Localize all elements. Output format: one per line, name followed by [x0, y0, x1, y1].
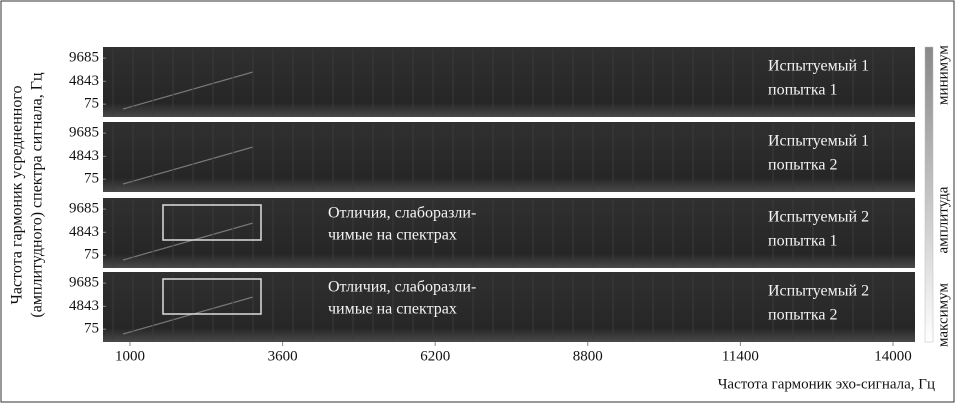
panel-label: попытка 2	[768, 157, 838, 174]
y-axis-label: Частота гармоник усредненного	[9, 86, 26, 305]
x-tick-label: 11400	[722, 348, 759, 364]
chart: 75 4843 9685 Испытуемый 1 попытка 1 75 4843 968…	[0, 0, 955, 403]
x-tick-label: 1000	[115, 348, 145, 364]
x-axis-label: Частота гармоник эхо-сигнала, Гц	[718, 376, 935, 392]
y-axis-label: (амплитудного) спектра сигнала, Гц	[29, 72, 46, 318]
colorbar-label: максимум	[935, 283, 951, 347]
panel-label: Испытуемый 1	[768, 133, 869, 150]
colorbar	[925, 47, 933, 342]
y-tick-label: 9685	[69, 125, 99, 141]
annotation: Отличия, слаборазли-	[328, 205, 476, 222]
x-tick-label: 14000	[874, 348, 912, 364]
x-tick-label: 6200	[420, 348, 450, 364]
panel-label: попытка 1	[768, 82, 838, 99]
colorbar-label: минимум	[935, 45, 951, 105]
y-tick-label: 4843	[69, 298, 99, 314]
y-tick-label: 4843	[69, 224, 99, 240]
y-tick-label: 75	[84, 171, 99, 187]
y-tick-label: 9685	[69, 50, 99, 66]
panel-label: попытка 2	[768, 307, 838, 324]
panel-label: Испытуемый 1	[768, 58, 869, 75]
y-tick-label: 9685	[69, 201, 99, 217]
annotation: чимые на спектрах	[328, 301, 457, 318]
panel-label: Испытуемый 2	[768, 209, 869, 226]
colorbar-label: амплитуда	[935, 186, 951, 253]
page: 75 4843 9685 Испытуемый 1 попытка 1 75 4843 968…	[0, 0, 955, 403]
y-tick-label: 4843	[69, 148, 99, 164]
y-tick-label: 75	[84, 96, 99, 112]
panel-label: попытка 1	[768, 233, 838, 250]
annotation: Отличия, слаборазли-	[328, 279, 476, 296]
x-tick-label: 8800	[573, 348, 603, 364]
y-tick-label: 75	[84, 247, 99, 263]
y-tick-label: 4843	[69, 73, 99, 89]
y-tick-label: 75	[84, 321, 99, 337]
y-tick-label: 9685	[69, 275, 99, 291]
annotation: чимые на спектрах	[328, 227, 457, 244]
panel-label: Испытуемый 2	[768, 283, 869, 300]
x-tick-label: 3600	[268, 348, 298, 364]
